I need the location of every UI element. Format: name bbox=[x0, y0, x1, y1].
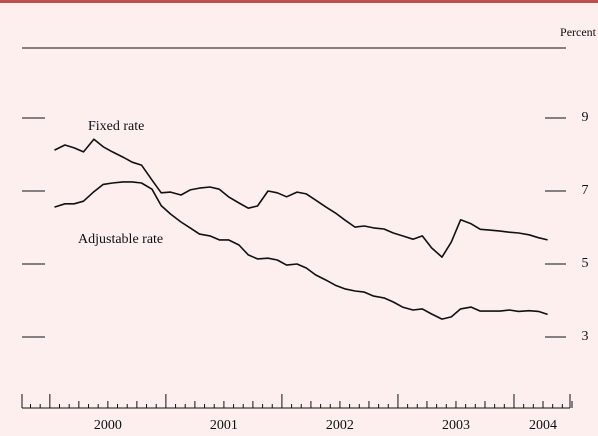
x-tick-label: 2002 bbox=[326, 418, 354, 433]
x-tick-label: 2003 bbox=[442, 418, 470, 433]
x-tick-label: 2001 bbox=[210, 418, 238, 433]
y-tick-label: 3 bbox=[582, 329, 589, 344]
x-tick-label: 2000 bbox=[94, 418, 122, 433]
annotation: Adjustable rate bbox=[78, 232, 163, 247]
y-tick-label: 5 bbox=[582, 256, 589, 271]
x-tick-label: 2004 bbox=[529, 418, 557, 433]
y-tick-label: 9 bbox=[582, 110, 589, 125]
annotation: Fixed rate bbox=[88, 119, 144, 134]
y-axis-label: Percent bbox=[560, 25, 597, 39]
top-rule bbox=[0, 0, 598, 3]
series-line bbox=[54, 138, 548, 258]
series-line bbox=[54, 181, 548, 320]
y-tick-label: 7 bbox=[582, 183, 589, 198]
